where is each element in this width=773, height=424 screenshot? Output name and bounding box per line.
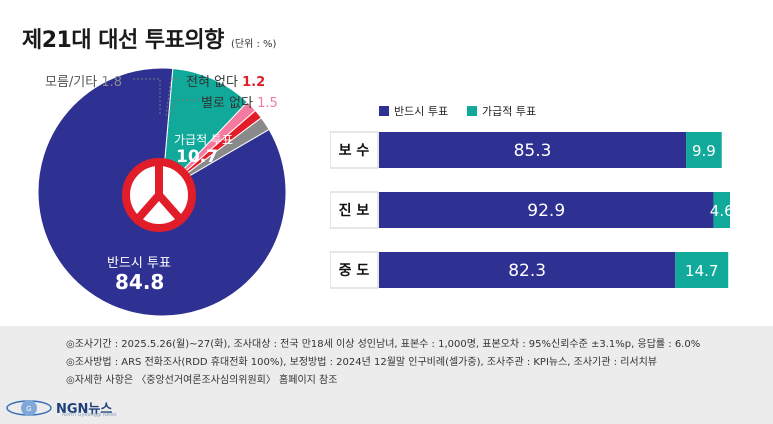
data-label: 85.3 <box>514 141 552 161</box>
bar-chart: 보 수 85.3 9.9 진 보 92.9 4.6 중 도 82.3 14.7 <box>330 131 734 289</box>
data-label: 9.9 <box>692 142 716 160</box>
leader-line-rarely <box>169 99 200 117</box>
globe-logo-icon: G <box>6 399 52 416</box>
ballot-mark-icon <box>122 158 196 232</box>
label-never: 전혀 없다 1.2 <box>186 75 266 90</box>
bar-definitely <box>379 132 687 168</box>
bar-row-moderate: 중 도 82.3 14.7 <box>330 251 729 289</box>
pie-chart <box>37 67 287 317</box>
legend-item-probably: 가급적 투표 <box>467 103 536 119</box>
bar-probably <box>675 252 729 288</box>
svg-text:G: G <box>26 406 31 413</box>
legend-swatch <box>379 106 389 116</box>
category-box <box>330 251 379 289</box>
footnote-survey-method: ◎조사방법 : ARS 전화조사(RDD 휴대전화 100%), 보정방법 : … <box>66 357 657 368</box>
legend-swatch <box>467 106 477 116</box>
pie-slice-definitely <box>37 67 287 317</box>
category-box <box>330 131 379 169</box>
brand-name: NGN뉴스 <box>56 402 113 417</box>
brand-logo: G NGN뉴스 North Gyeonggi News <box>6 398 117 418</box>
data-label: 82.3 <box>508 261 546 281</box>
footnote-reference: ◎자세한 사항은 〈중앙선거여론조사심의위원회〉 홈페이지 참조 <box>66 375 338 386</box>
bar-row-conservative: 보 수 85.3 9.9 <box>330 131 722 169</box>
bar-definitely <box>379 192 714 228</box>
label-rarely: 별로 없다 1.5 <box>201 96 278 111</box>
category-label: 진 보 <box>339 202 370 219</box>
footer: ◎조사기간 : 2025.5.26(월)~27(화), 조사대상 : 전국 만1… <box>0 326 773 424</box>
category-label: 중 도 <box>339 263 370 279</box>
label-definitely: 반드시 투표 84.8 <box>107 256 171 294</box>
footnote-survey-period: ◎조사기간 : 2025.5.26(월)~27(화), 조사대상 : 전국 만1… <box>66 339 701 350</box>
bar-probably <box>686 132 722 168</box>
data-label: 14.7 <box>685 262 718 280</box>
category-box <box>330 191 379 229</box>
leader-line-other <box>133 78 161 116</box>
category-label: 보 수 <box>339 143 370 159</box>
brand-subtitle: North Gyeonggi News <box>62 412 117 418</box>
label-probably: 가급적 투표 10.7 <box>174 133 234 167</box>
data-label: 4.6 <box>710 202 734 220</box>
title-main: 제21대 대선 투표의향 <box>22 28 224 53</box>
title-unit: (단위 : %) <box>231 39 277 50</box>
data-label: 92.9 <box>527 201 565 221</box>
bar-probably <box>713 192 730 228</box>
pie-slice-probably <box>161 67 249 194</box>
leader-line-never <box>165 78 180 117</box>
bar-row-progressive: 진 보 92.9 4.6 <box>330 191 734 229</box>
bar-definitely <box>379 252 676 288</box>
label-other: 모름/기타 1.8 <box>45 75 123 90</box>
page-title: 제21대 대선 투표의향 (단위 : %) <box>22 22 276 54</box>
legend-item-definitely: 반드시 투표 <box>379 103 448 119</box>
